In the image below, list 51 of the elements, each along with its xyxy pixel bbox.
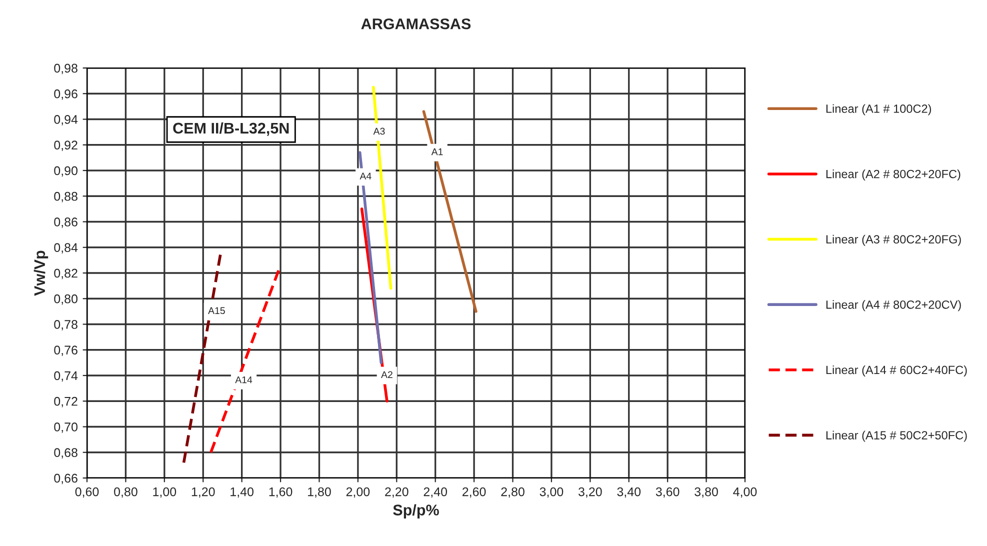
y-tick-label: 0,90 bbox=[54, 166, 78, 177]
y-tick-label: 0,92 bbox=[54, 140, 78, 152]
y-axis-title: Vw/Vp bbox=[34, 250, 48, 296]
y-tick-label: 0,76 bbox=[54, 346, 78, 356]
annotation: CEM II/B-L32,5N bbox=[173, 122, 289, 136]
x-tick-label: 0,60 bbox=[75, 487, 99, 498]
y-tick-label: 0,94 bbox=[54, 115, 78, 126]
annotation: A4 bbox=[360, 172, 372, 180]
y-tick-label: 0,86 bbox=[54, 218, 78, 228]
y-tick-label: 0,78 bbox=[54, 320, 78, 330]
annotation: A15 bbox=[208, 307, 225, 314]
x-tick-label: 4,00 bbox=[733, 487, 757, 498]
y-tick-label: 0,96 bbox=[54, 89, 78, 100]
x-tick-label: 1,80 bbox=[308, 487, 331, 498]
legend-label: Linear (A1 # 100C2) bbox=[826, 104, 932, 116]
y-tick-label: 0,98 bbox=[54, 64, 78, 74]
x-tick-label: 3,80 bbox=[694, 487, 718, 498]
y-tick-label: 0,74 bbox=[54, 371, 78, 382]
x-tick-label: 2,00 bbox=[346, 487, 370, 498]
x-tick-label: 3,00 bbox=[540, 487, 564, 498]
x-tick-label: 1,20 bbox=[192, 487, 215, 498]
x-tick-label: 2,40 bbox=[424, 487, 448, 498]
annotation: A2 bbox=[381, 371, 392, 378]
legend-label: Linear (A2 # 80C2+20FC) bbox=[826, 170, 960, 181]
chart-title: ARGAMASSAS bbox=[361, 18, 471, 30]
x-tick-label: 3,60 bbox=[656, 487, 680, 498]
x-tick-label: 2,80 bbox=[501, 487, 524, 498]
y-tick-label: 0,70 bbox=[54, 422, 78, 433]
y-tick-label: 0,84 bbox=[54, 243, 78, 254]
x-tick-label: 3,20 bbox=[578, 487, 602, 498]
annotation: A14 bbox=[235, 376, 252, 384]
x-tick-label: 1,40 bbox=[230, 487, 254, 498]
x-tick-label: 1,60 bbox=[269, 487, 292, 498]
x-tick-label: 2,60 bbox=[462, 487, 486, 498]
y-tick-label: 0,68 bbox=[54, 448, 78, 459]
legend-label: Linear (A15 # 50C2+50FC) bbox=[826, 430, 967, 442]
y-tick-label: 0,66 bbox=[54, 474, 78, 484]
annotation: A1 bbox=[431, 148, 443, 156]
legend-label: Linear (A4 # 80C2+20CV) bbox=[826, 300, 961, 312]
x-tick-label: 0,80 bbox=[114, 487, 138, 498]
x-tick-label: 1,00 bbox=[153, 487, 176, 498]
y-tick-label: 0,80 bbox=[54, 294, 78, 305]
x-tick-label: 2,20 bbox=[385, 487, 408, 498]
y-tick-label: 0,88 bbox=[54, 192, 78, 202]
x-tick-label: 3,40 bbox=[617, 487, 641, 498]
annotation: A3 bbox=[373, 128, 385, 135]
legend-label: Linear (A3 # 80C2+20FG) bbox=[826, 234, 961, 246]
y-tick-label: 0,82 bbox=[54, 268, 78, 280]
x-axis-title: Sp/p% bbox=[393, 504, 439, 518]
y-tick-label: 0,72 bbox=[54, 396, 78, 408]
legend-label: Linear (A14 # 60C2+40FC) bbox=[826, 365, 967, 376]
